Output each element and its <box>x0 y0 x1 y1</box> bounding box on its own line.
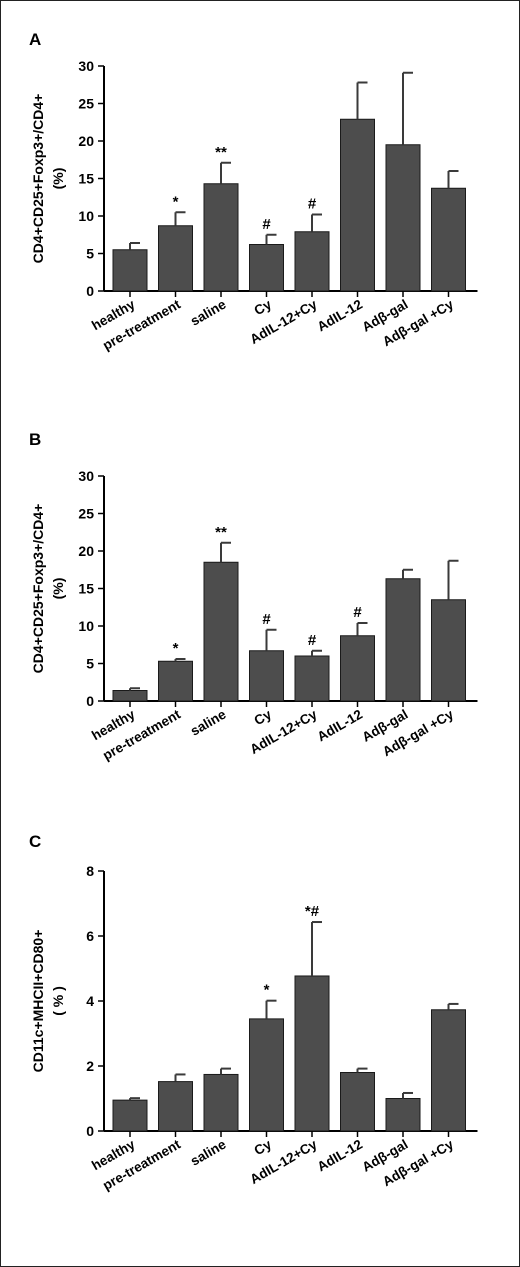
bar-A-5 <box>340 118 375 292</box>
significance-mark-B-4: # <box>308 632 317 649</box>
bar-B-6 <box>385 578 421 702</box>
category-label-B-5: AdIL-12 <box>315 707 365 745</box>
y-axis-unit-A: (%) <box>50 168 66 190</box>
bar-A-0 <box>112 249 148 292</box>
category-label-C-5: AdIL-12 <box>315 1137 365 1175</box>
y-tick-label-C: 2 <box>86 1058 94 1074</box>
bar-C-2 <box>203 1073 239 1132</box>
y-tick-label-A: 10 <box>78 208 94 224</box>
y-axis-label-B: CD4+CD25+Foxp3+/CD4+ <box>30 504 46 674</box>
bar-A-1 <box>158 225 193 292</box>
y-axis-label-C: CD11c+MHCII+CD80+ <box>30 930 46 1073</box>
bar-B-4 <box>294 655 330 702</box>
category-label-A-1: pre-treatment <box>100 296 183 353</box>
y-tick-label-A: 25 <box>78 96 94 112</box>
category-label-A-2: saline <box>188 296 229 328</box>
category-label-C-3: Cy <box>252 1136 275 1158</box>
category-label-A-3: Cy <box>252 296 275 318</box>
bar-A-3 <box>249 244 284 292</box>
y-tick-label-C: 8 <box>86 863 94 879</box>
y-tick-label-A: 15 <box>78 171 94 187</box>
bar-B-1 <box>158 660 193 702</box>
bar-C-0 <box>112 1099 148 1132</box>
category-label-B-1: pre-treatment <box>100 706 183 763</box>
panel-letter-A: A <box>29 30 41 49</box>
significance-mark-C-4: *# <box>305 903 320 920</box>
bar-C-4 <box>294 975 330 1132</box>
significance-mark-B-1: * <box>173 640 179 657</box>
bar-A-6 <box>385 144 421 292</box>
y-tick-label-C: 4 <box>86 993 94 1009</box>
significance-mark-B-5: # <box>353 604 362 621</box>
y-tick-label-C: 0 <box>86 1123 94 1139</box>
y-tick-label-A: 5 <box>86 246 94 262</box>
y-tick-label-C: 6 <box>86 928 94 944</box>
panel-letter-C: C <box>29 832 41 851</box>
y-axis-label-A: CD4+CD25+Foxp3+/CD4+ <box>30 94 46 264</box>
bar-B-0 <box>112 690 148 702</box>
significance-mark-C-3: * <box>264 982 270 999</box>
bar-C-5 <box>340 1072 375 1132</box>
y-axis-unit-B: (%) <box>50 578 66 600</box>
y-tick-label-B: 30 <box>78 468 94 484</box>
y-tick-label-B: 20 <box>78 543 94 559</box>
bar-A-2 <box>203 183 239 292</box>
panel-letter-B: B <box>29 430 41 449</box>
bar-A-7 <box>431 187 466 292</box>
category-label-B-3: Cy <box>252 706 275 728</box>
y-tick-label-B: 25 <box>78 506 94 522</box>
y-tick-label-B: 0 <box>86 693 94 709</box>
bar-C-6 <box>385 1098 421 1132</box>
bar-B-7 <box>431 599 466 702</box>
y-tick-label-B: 5 <box>86 656 94 672</box>
y-tick-label-A: 0 <box>86 283 94 299</box>
category-label-C-1: pre-treatment <box>100 1136 183 1193</box>
bar-A-4 <box>294 231 330 292</box>
bar-B-3 <box>249 650 284 702</box>
y-axis-unit-C: ( % ) <box>50 986 66 1016</box>
significance-mark-A-2: ** <box>215 144 227 161</box>
category-label-B-2: saline <box>188 706 229 738</box>
bar-C-7 <box>431 1009 466 1132</box>
significance-mark-B-3: # <box>262 611 271 628</box>
significance-mark-A-3: # <box>262 216 271 233</box>
category-label-A-5: AdIL-12 <box>315 297 365 335</box>
y-tick-label-A: 20 <box>78 133 94 149</box>
significance-mark-A-4: # <box>308 196 317 213</box>
bar-C-1 <box>158 1081 193 1132</box>
bar-C-3 <box>249 1018 284 1132</box>
bar-B-2 <box>203 561 239 702</box>
y-tick-label-A: 30 <box>78 58 94 74</box>
significance-mark-A-1: * <box>173 193 179 210</box>
significance-mark-B-2: ** <box>215 524 227 541</box>
bar-B-5 <box>340 635 375 702</box>
category-label-C-2: saline <box>188 1136 229 1168</box>
y-tick-label-B: 10 <box>78 618 94 634</box>
y-tick-label-B: 15 <box>78 581 94 597</box>
